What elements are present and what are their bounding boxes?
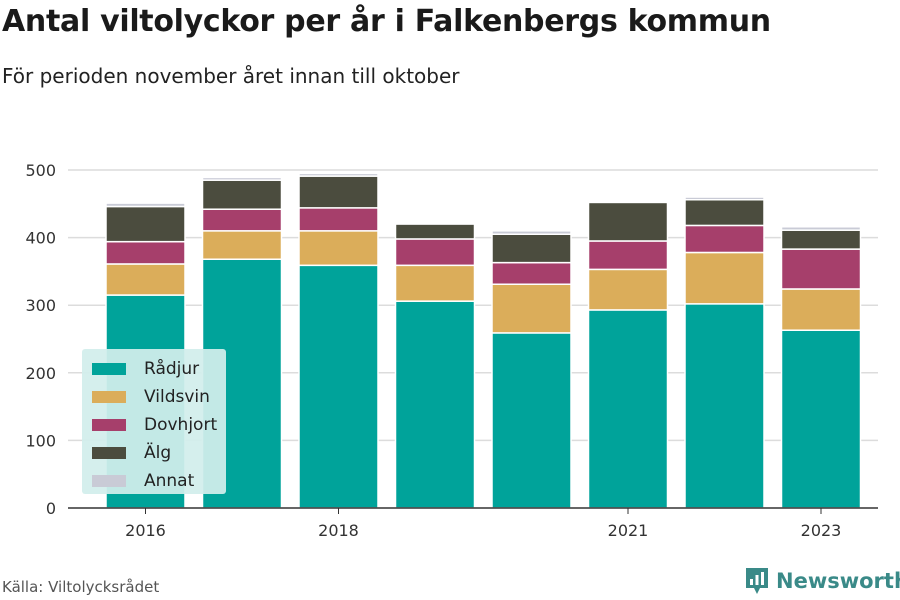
bar-segment xyxy=(780,329,862,509)
bar-segment xyxy=(491,230,572,235)
bar-segment xyxy=(780,226,862,231)
chart-title: Antal viltolyckor per år i Falkenbergs k… xyxy=(2,4,771,39)
bar-segment xyxy=(684,198,765,227)
legend-label: Rådjur xyxy=(144,359,200,379)
y-tick-label: 0 xyxy=(46,499,56,518)
x-tick-label: 2023 xyxy=(801,521,842,540)
bar-segment xyxy=(587,240,669,271)
bar-segment xyxy=(201,230,283,260)
bar-segment xyxy=(298,175,379,209)
y-tick-label: 300 xyxy=(25,296,56,315)
legend-label: Vildsvin xyxy=(144,387,210,407)
bar-segment xyxy=(684,251,765,305)
bar-segment xyxy=(394,238,476,267)
bar-segment xyxy=(105,205,186,243)
y-tick-label: 400 xyxy=(25,229,56,248)
bar-segment xyxy=(780,288,862,331)
x-tick-label: 2021 xyxy=(608,521,649,540)
bar-segment xyxy=(587,201,669,242)
bar-segment xyxy=(394,264,476,302)
y-tick-label: 200 xyxy=(25,364,56,383)
bar-segment xyxy=(684,303,765,509)
bar-segment xyxy=(394,223,476,240)
bar-segment xyxy=(105,263,186,296)
legend-item: Dovhjort xyxy=(82,411,226,439)
bar-segment xyxy=(298,230,379,267)
chart-legend: Rådjur Vildsvin Dovhjort Älg Annat xyxy=(82,349,226,494)
bar-segment xyxy=(201,179,283,210)
bar-segment xyxy=(684,224,765,254)
bar-segment xyxy=(298,207,379,232)
legend-label: Annat xyxy=(144,471,195,491)
legend-item: Vildsvin xyxy=(82,383,226,411)
legend-swatch xyxy=(92,391,126,403)
bar-segment xyxy=(587,309,669,509)
bar-segment xyxy=(298,172,379,177)
legend-swatch xyxy=(92,419,126,431)
bar-segment xyxy=(105,240,186,265)
bar-segment xyxy=(201,176,283,181)
brand-name: Newsworthy xyxy=(776,569,900,593)
legend-swatch xyxy=(92,447,126,459)
chart-subtitle: För perioden november året innan till ok… xyxy=(2,64,460,88)
x-tick-label: 2016 xyxy=(125,521,166,540)
legend-item: Älg xyxy=(82,439,226,467)
y-tick-label: 100 xyxy=(25,431,56,450)
bar-segment xyxy=(587,268,669,311)
bar-segment xyxy=(491,261,572,285)
bar-segment xyxy=(298,264,379,509)
bar-segment xyxy=(491,233,572,264)
newsworthy-logo-icon xyxy=(746,568,768,594)
bar-segment xyxy=(105,202,186,208)
legend-swatch xyxy=(92,363,126,375)
bar-segment xyxy=(780,248,862,290)
legend-label: Älg xyxy=(144,443,172,463)
legend-item: Rådjur xyxy=(82,355,226,383)
bar-segment xyxy=(201,208,283,232)
legend-label: Dovhjort xyxy=(144,415,218,435)
legend-swatch xyxy=(92,475,126,487)
bar-segment xyxy=(684,196,765,201)
brand-logo: Newsworthy xyxy=(744,566,900,596)
source-note: Källa: Viltolycksrådet xyxy=(2,578,160,596)
y-tick-label: 500 xyxy=(25,161,56,180)
bar-segment xyxy=(780,229,862,250)
bar-segment xyxy=(491,283,572,334)
bar-segment xyxy=(491,332,572,509)
x-tick-label: 2018 xyxy=(318,521,359,540)
legend-item: Annat xyxy=(82,467,226,495)
bar-segment xyxy=(394,300,476,509)
